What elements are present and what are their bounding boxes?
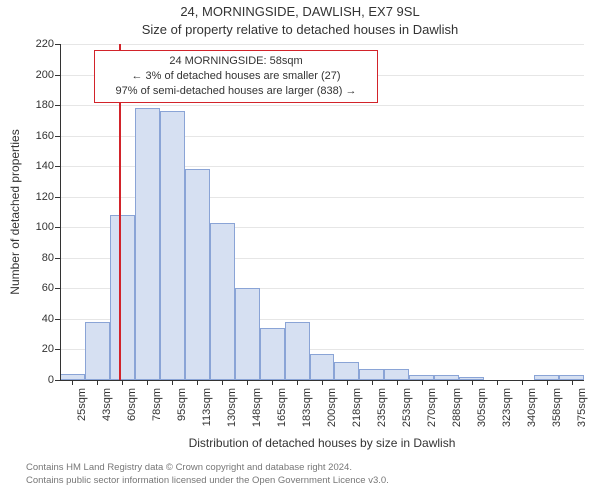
x-tick-label: 183sqm [301,388,313,436]
chart-title-sub: Size of property relative to detached ho… [0,22,600,37]
y-tick-label: 120 [28,191,54,203]
y-tick-label: 40 [28,313,54,325]
x-tick-label: 148sqm [251,388,263,436]
x-tick-label: 113sqm [201,388,213,436]
annotation-box: 24 MORNINGSIDE: 58sqm ← 3% of detached h… [94,50,378,103]
y-tick-label: 0 [28,374,54,386]
histogram-bar [310,354,335,380]
x-tick-label: 78sqm [151,388,163,436]
annotation-line1: 24 MORNINGSIDE: 58sqm [101,54,371,69]
histogram-bar [235,288,260,380]
x-tick-label: 235sqm [376,388,388,436]
y-tick-label: 20 [28,343,54,355]
gridline [60,105,584,106]
x-tick-label: 43sqm [101,388,113,436]
y-tick-label: 160 [28,130,54,142]
gridline [60,44,584,45]
histogram-bar [384,369,409,380]
histogram-bar [160,111,185,380]
x-tick-label: 253sqm [401,388,413,436]
y-axis-line [60,44,61,380]
chart-root: 24, MORNINGSIDE, DAWLISH, EX7 9SL Size o… [0,0,600,500]
histogram-bar [260,328,285,380]
histogram-bar [185,169,210,380]
x-axis-label: Distribution of detached houses by size … [60,436,584,450]
histogram-bar [334,362,359,380]
y-tick-label: 220 [28,38,54,50]
histogram-bar [85,322,110,380]
x-tick-label: 60sqm [126,388,138,436]
x-tick-label: 165sqm [276,388,288,436]
x-tick-label: 130sqm [226,388,238,436]
annotation-line3: 97% of semi-detached houses are larger (… [101,84,371,99]
footer-line2: Contains public sector information licen… [26,475,600,488]
x-tick-label: 218sqm [351,388,363,436]
footer-attribution: Contains HM Land Registry data © Crown c… [0,462,600,488]
x-tick-label: 340sqm [526,388,538,436]
y-tick-label: 80 [28,252,54,264]
y-tick-label: 60 [28,282,54,294]
x-axis-line [60,380,584,381]
chart-title-main: 24, MORNINGSIDE, DAWLISH, EX7 9SL [0,4,600,19]
y-tick-label: 140 [28,160,54,172]
y-axis-label: Number of detached properties [8,112,22,312]
y-tick-label: 180 [28,99,54,111]
x-tick-label: 25sqm [76,388,88,436]
y-tick-label: 200 [28,69,54,81]
x-tick-label: 305sqm [476,388,488,436]
x-tick-label: 358sqm [551,388,563,436]
histogram-bar [135,108,160,380]
histogram-bar [110,215,135,380]
histogram-bar [210,223,235,380]
histogram-bar [285,322,310,380]
y-tick-label: 100 [28,221,54,233]
x-tick-label: 200sqm [326,388,338,436]
x-tick-label: 95sqm [176,388,188,436]
x-tick-label: 270sqm [426,388,438,436]
histogram-bar [359,369,384,380]
annotation-line2: ← 3% of detached houses are smaller (27) [101,69,371,84]
footer-line1: Contains HM Land Registry data © Crown c… [26,462,600,475]
x-tick-label: 375sqm [576,388,588,436]
x-tick-label: 288sqm [451,388,463,436]
x-tick-label: 323sqm [501,388,513,436]
